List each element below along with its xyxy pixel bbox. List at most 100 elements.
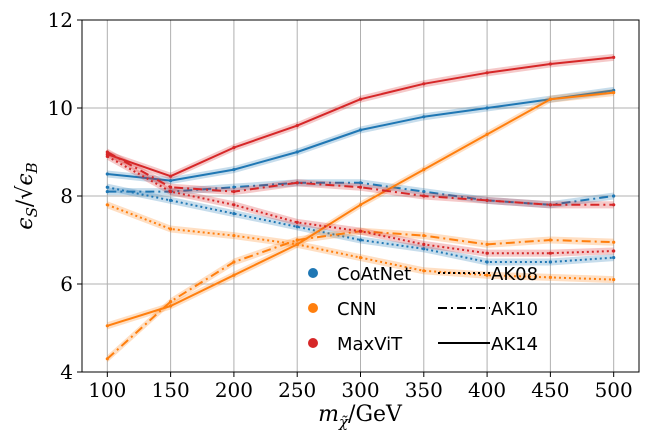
point-coatnet-ak08 (169, 198, 173, 202)
point-cnn-ak14 (105, 324, 109, 328)
band-coatnet-ak14 (107, 86, 614, 185)
point-coatnet-ak10 (232, 185, 236, 189)
point-maxvit-ak14 (169, 174, 173, 178)
point-maxvit-ak08 (548, 251, 552, 255)
y-tick-label: 10 (48, 96, 73, 120)
point-maxvit-ak14 (548, 62, 552, 66)
point-cnn-ak14 (548, 97, 552, 101)
point-maxvit-ak08 (169, 190, 173, 194)
point-maxvit-ak14 (485, 71, 489, 75)
legend-label-ak14: AK14 (491, 334, 538, 355)
point-cnn-ak10 (169, 300, 173, 304)
point-maxvit-ak14 (612, 55, 616, 60)
point-maxvit-ak10 (295, 181, 299, 185)
legend-label-coatnet: CoAtNet (337, 264, 411, 285)
point-maxvit-ak14 (232, 146, 236, 150)
point-maxvit-ak10 (105, 150, 109, 154)
legend-label-ak10: AK10 (491, 299, 538, 320)
point-coatnet-ak14 (612, 88, 616, 92)
legend: CoAtNet CNN MaxViT AK08 AK10 AK14 (308, 264, 538, 355)
point-coatnet-ak14 (105, 172, 109, 176)
legend-marker-cnn (308, 303, 318, 313)
axis-ticks: 100 150 200 250 300 350 400 450 500 4 6 8 10 12 (48, 8, 633, 402)
point-maxvit-ak10 (169, 185, 173, 189)
point-cnn-ak08 (358, 256, 363, 260)
point-coatnet-ak08 (232, 212, 236, 216)
x-tick-label: 350 (405, 378, 443, 402)
point-coatnet-ak08 (612, 256, 616, 260)
point-coatnet-ak14 (232, 168, 236, 172)
point-maxvit-ak10 (422, 194, 426, 198)
point-cnn-ak10 (232, 260, 236, 264)
point-maxvit-ak14 (422, 82, 426, 86)
x-axis-label: mχ̃/GeV (318, 402, 403, 431)
point-maxvit-ak10 (232, 190, 236, 194)
point-cnn-ak10 (295, 238, 299, 242)
point-coatnet-ak08 (548, 260, 552, 264)
x-tick-label: 300 (341, 378, 379, 402)
point-cnn-ak08 (422, 269, 426, 273)
point-cnn-ak08 (169, 227, 173, 231)
point-coatnet-ak14 (169, 179, 173, 183)
x-tick-label: 100 (88, 378, 126, 402)
point-cnn-ak08 (485, 273, 489, 277)
x-tick-label: 400 (468, 378, 506, 402)
point-cnn-ak14 (295, 242, 299, 246)
x-tick-label: 200 (215, 378, 253, 402)
y-tick-label: 6 (60, 272, 73, 296)
point-maxvit-ak08 (295, 220, 299, 224)
point-cnn-ak10 (422, 234, 426, 238)
x-tick-label: 250 (278, 378, 316, 402)
point-cnn-ak08 (548, 275, 552, 279)
point-maxvit-ak14 (358, 97, 363, 101)
x-tick-label: 450 (531, 378, 569, 402)
point-maxvit-ak14 (105, 152, 109, 156)
point-coatnet-ak14 (422, 115, 426, 119)
point-maxvit-ak10 (485, 198, 489, 202)
point-coatnet-ak10 (612, 194, 616, 198)
legend-marker-maxvit (308, 338, 318, 348)
point-coatnet-ak08 (295, 225, 299, 229)
point-cnn-ak14 (232, 273, 236, 277)
series-lines (105, 53, 616, 363)
point-cnn-ak14 (358, 203, 363, 207)
point-coatnet-ak10 (105, 190, 109, 194)
point-coatnet-ak10 (422, 190, 426, 194)
point-cnn-ak08 (105, 203, 109, 207)
point-maxvit-ak10 (358, 185, 363, 189)
point-maxvit-ak08 (232, 203, 236, 207)
legend-label-ak08: AK08 (491, 264, 538, 285)
point-cnn-ak14 (422, 168, 426, 172)
y-tick-label: 4 (60, 360, 73, 384)
point-maxvit-ak08 (105, 154, 109, 158)
point-coatnet-ak14 (485, 106, 489, 110)
line-maxvit-ak10 (106, 151, 614, 206)
point-coatnet-ak08 (422, 247, 426, 251)
band-maxvit-ak10 (107, 148, 614, 209)
point-cnn-ak14 (485, 132, 489, 136)
point-cnn-ak08 (612, 278, 616, 282)
point-maxvit-ak14 (295, 124, 299, 128)
point-coatnet-ak14 (295, 150, 299, 154)
band-cnn-ak08 (107, 201, 614, 284)
point-coatnet-ak10 (358, 181, 363, 185)
y-tick-label: 8 (60, 184, 73, 208)
point-coatnet-ak08 (485, 260, 489, 264)
y-tick-label: 12 (48, 8, 73, 32)
y-axis-label: ϵS/√ϵB (13, 162, 41, 229)
legend-label-maxvit: MaxViT (337, 334, 403, 355)
point-maxvit-ak08 (612, 249, 616, 253)
line-coatnet-ak08 (107, 186, 614, 263)
point-cnn-ak14 (169, 304, 173, 308)
x-tick-label: 150 (152, 378, 190, 402)
point-maxvit-ak08 (422, 242, 426, 246)
point-coatnet-ak14 (358, 128, 363, 132)
point-coatnet-ak08 (358, 238, 363, 242)
point-cnn-ak10 (612, 240, 616, 244)
point-maxvit-ak08 (358, 229, 363, 233)
legend-marker-coatnet (308, 268, 318, 278)
line-cnn-ak08 (106, 203, 614, 281)
point-maxvit-ak08 (485, 251, 489, 255)
point-cnn-ak10 (485, 242, 489, 246)
x-tick-label: 500 (595, 378, 633, 402)
